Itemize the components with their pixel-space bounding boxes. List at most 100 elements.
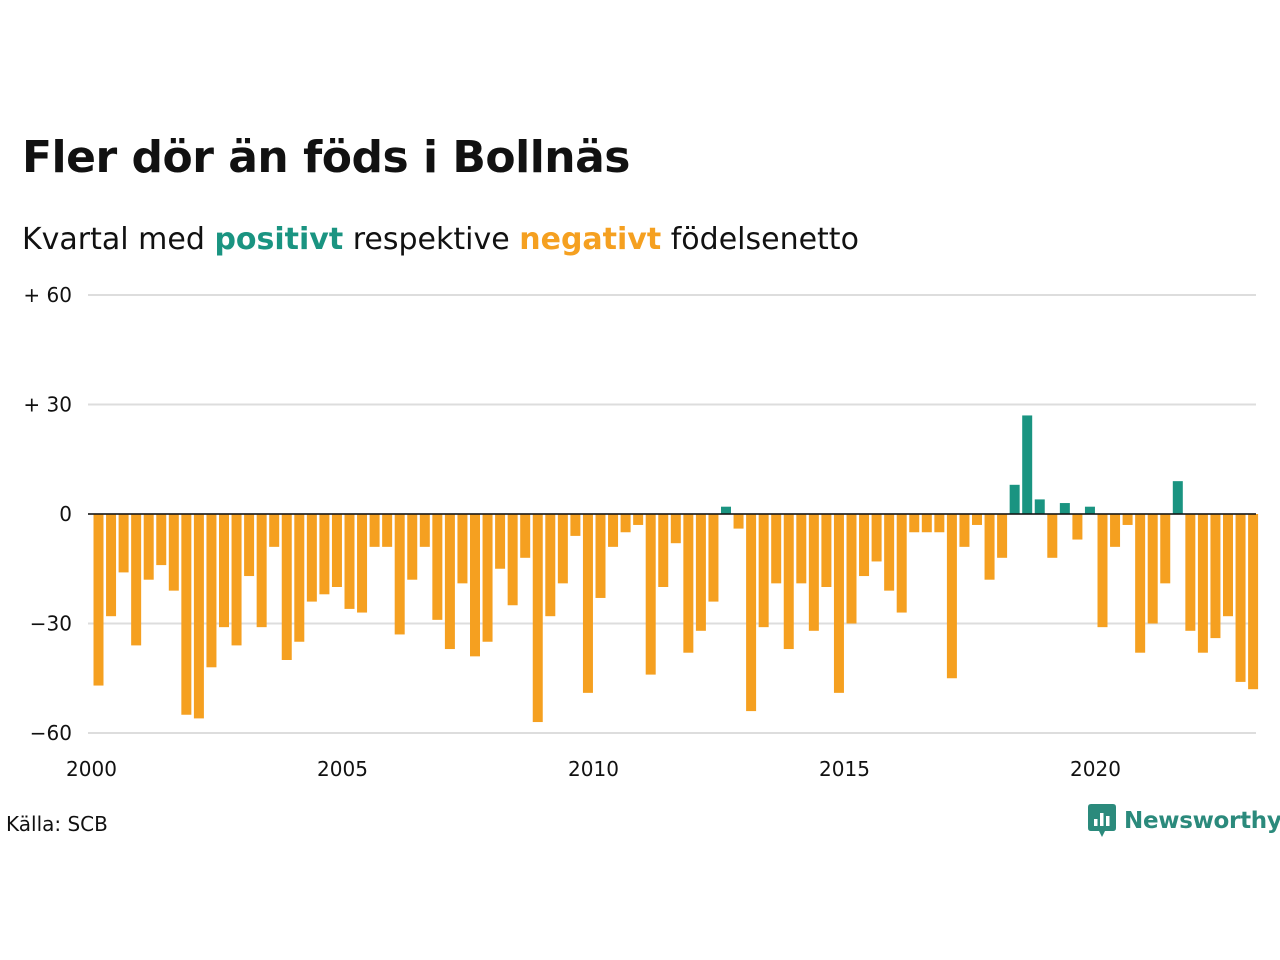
bar bbox=[1110, 514, 1121, 547]
bar bbox=[1072, 514, 1083, 540]
bar bbox=[695, 514, 706, 631]
bar bbox=[106, 514, 117, 617]
bar-chart: + 60 + 30 0 −30 −60 2000 2005 2010 2015 2020 bbox=[23, 283, 1259, 781]
bar bbox=[620, 514, 631, 533]
bar bbox=[658, 514, 669, 587]
x-axis-labels: 2000 2005 2010 2015 2020 bbox=[66, 757, 1121, 781]
bar bbox=[796, 514, 807, 584]
bars bbox=[93, 415, 1259, 723]
bar bbox=[470, 514, 480, 657]
subtitle-text-middle: respektive bbox=[352, 222, 510, 257]
bar bbox=[382, 514, 393, 547]
bar bbox=[1059, 503, 1070, 514]
bar bbox=[896, 514, 907, 613]
bar bbox=[821, 514, 832, 587]
bar bbox=[495, 514, 506, 569]
bar bbox=[306, 514, 317, 602]
bar bbox=[206, 514, 217, 668]
bar bbox=[934, 514, 945, 533]
bar bbox=[946, 514, 957, 679]
subtitle-negative-word: negativt bbox=[519, 222, 662, 257]
bar bbox=[582, 514, 593, 693]
bar bbox=[1097, 514, 1108, 628]
y-axis-labels: + 60 + 30 0 −30 −60 bbox=[23, 283, 72, 745]
bar bbox=[833, 514, 844, 693]
subtitle-text-before: Kvartal med bbox=[22, 222, 205, 257]
bar bbox=[808, 514, 819, 631]
bar bbox=[1047, 514, 1058, 558]
bar bbox=[746, 514, 757, 712]
bar bbox=[570, 514, 581, 536]
bar bbox=[331, 514, 342, 587]
y-tick-label: + 30 bbox=[23, 393, 72, 417]
bar bbox=[758, 514, 769, 628]
bar bbox=[670, 514, 681, 544]
bar bbox=[608, 514, 619, 547]
bar bbox=[708, 514, 719, 602]
bar bbox=[219, 514, 229, 628]
bar bbox=[884, 514, 895, 591]
bar bbox=[457, 514, 468, 584]
bar bbox=[93, 514, 104, 686]
bar bbox=[1135, 514, 1146, 653]
bar bbox=[256, 514, 267, 628]
bar bbox=[1122, 514, 1133, 525]
x-tick-label: 2010 bbox=[568, 757, 619, 781]
bar bbox=[482, 514, 493, 642]
subtitle-text-after: födelsenetto bbox=[670, 222, 859, 257]
bar bbox=[294, 514, 305, 642]
bar bbox=[1172, 481, 1183, 514]
bar bbox=[1235, 514, 1246, 682]
bar bbox=[369, 514, 380, 547]
bar bbox=[721, 506, 731, 514]
bar bbox=[645, 514, 656, 675]
subtitle-positive-word: positivt bbox=[214, 222, 344, 257]
bar bbox=[633, 514, 644, 525]
bar bbox=[1084, 506, 1095, 514]
y-tick-label: + 60 bbox=[23, 283, 72, 307]
x-tick-label: 2020 bbox=[1070, 757, 1121, 781]
bar bbox=[972, 514, 982, 525]
bar bbox=[156, 514, 167, 566]
bar bbox=[1147, 514, 1158, 624]
bar bbox=[1248, 514, 1259, 690]
bar bbox=[244, 514, 255, 577]
bar bbox=[1185, 514, 1196, 631]
bar bbox=[269, 514, 280, 547]
bar bbox=[1009, 484, 1020, 514]
bar bbox=[984, 514, 995, 580]
bar bbox=[1223, 514, 1233, 617]
bar bbox=[909, 514, 920, 533]
bar bbox=[532, 514, 543, 723]
bar bbox=[1022, 415, 1033, 514]
bar bbox=[683, 514, 694, 653]
newsworthy-logo-icon bbox=[1088, 804, 1116, 837]
brand-logo: Newsworthy bbox=[1088, 804, 1280, 838]
bar bbox=[1160, 514, 1171, 584]
bar bbox=[1197, 514, 1208, 653]
bar bbox=[344, 514, 355, 609]
chart-subtitle: Kvartal med positivt respektive negativt… bbox=[22, 222, 859, 257]
bar bbox=[394, 514, 405, 635]
chart-title: Fler dör än föds i Bollnäs bbox=[22, 132, 630, 183]
bar bbox=[118, 514, 129, 573]
bar bbox=[921, 514, 932, 533]
y-tick-label: 0 bbox=[59, 502, 72, 526]
bar bbox=[319, 514, 330, 595]
bar bbox=[733, 514, 744, 529]
x-tick-label: 2015 bbox=[819, 757, 870, 781]
bar bbox=[281, 514, 292, 660]
bar bbox=[1210, 514, 1221, 639]
bar bbox=[520, 514, 531, 558]
bar bbox=[357, 514, 368, 613]
bar bbox=[859, 514, 870, 577]
source-note: Källa: SCB bbox=[6, 812, 108, 836]
bar bbox=[143, 514, 154, 580]
bar bbox=[595, 514, 606, 598]
bar bbox=[871, 514, 882, 562]
y-tick-label: −60 bbox=[30, 721, 72, 745]
bar bbox=[1034, 499, 1045, 514]
bar bbox=[846, 514, 857, 624]
x-tick-label: 2005 bbox=[317, 757, 368, 781]
bar bbox=[783, 514, 794, 650]
